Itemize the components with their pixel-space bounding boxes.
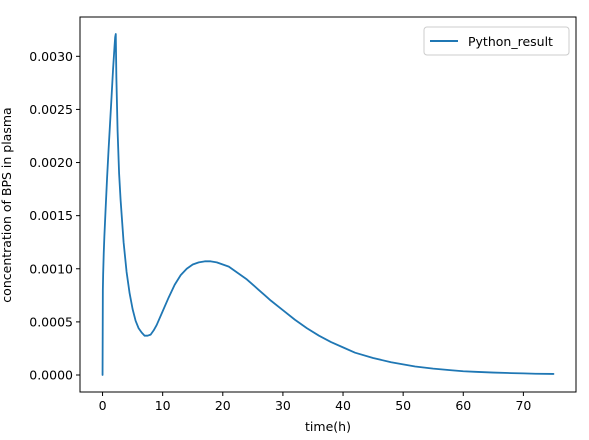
y-tick-label: 0.0020 (29, 155, 73, 170)
y-tick-label: 0.0015 (29, 208, 73, 223)
x-tick-label: 60 (455, 398, 471, 413)
y-tick-label: 0.0000 (29, 368, 73, 383)
x-tick-label: 30 (275, 398, 291, 413)
x-tick-label: 40 (335, 398, 351, 413)
x-axis-label: time(h) (305, 419, 351, 434)
x-tick-label: 50 (395, 398, 411, 413)
y-tick-label: 0.0010 (29, 261, 73, 276)
legend-box (423, 26, 570, 56)
legend-entry-label: Python_result (468, 34, 553, 49)
y-axis-label: concentration of BPS in plasma (0, 107, 14, 302)
y-tick-label: 0.0030 (29, 49, 73, 64)
x-tick-label: 10 (155, 398, 171, 413)
x-tick-label: 0 (99, 398, 107, 413)
legend: Python_result (423, 26, 570, 56)
y-tick-label: 0.0005 (29, 314, 73, 329)
series-layer (101, 33, 555, 376)
y-tick-label: 0.0025 (29, 102, 73, 117)
x-tick-label: 20 (215, 398, 231, 413)
x-tick-label: 70 (515, 398, 531, 413)
plot-background (80, 17, 576, 392)
plot-frame (79, 16, 577, 393)
series-line (101, 33, 555, 376)
ticks-layer: 0 10 20 30 40 50 60 70 0.0000 0.0005 0.0010 0.0015 0… (29, 49, 531, 413)
